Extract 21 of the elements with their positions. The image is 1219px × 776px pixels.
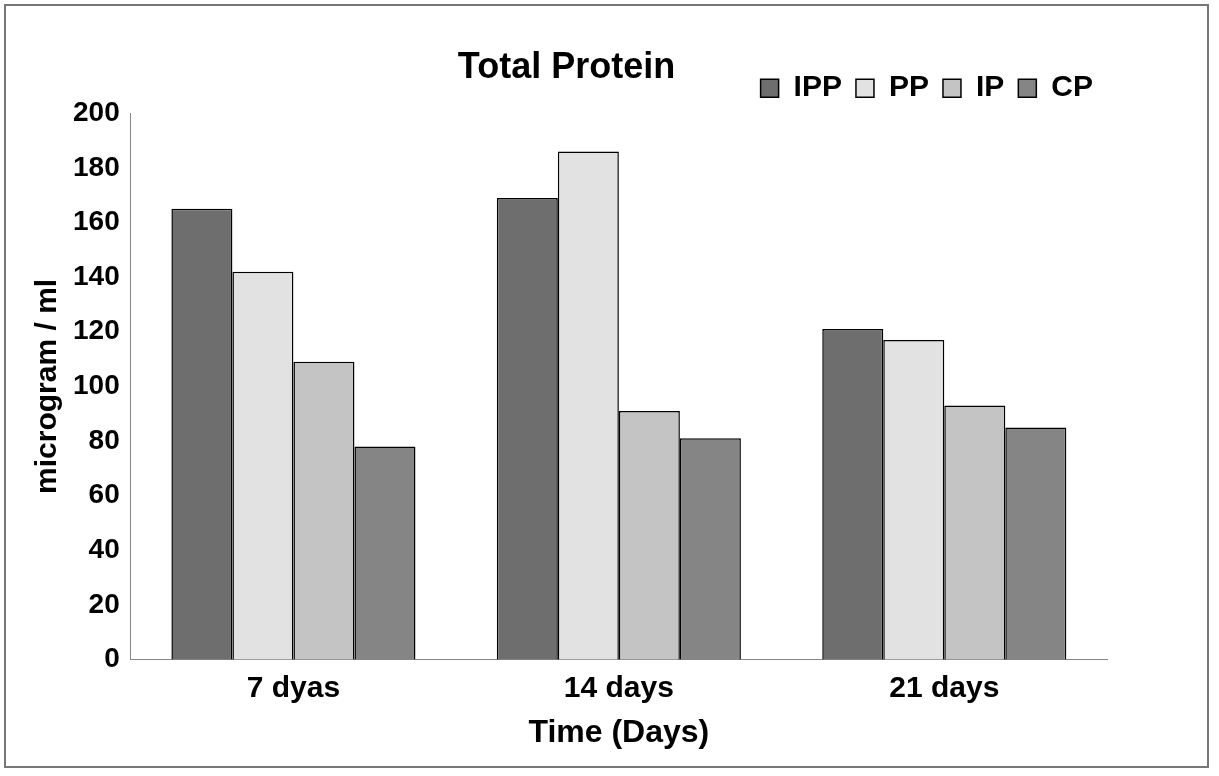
chart-title: Total Protein xyxy=(457,44,676,86)
y-tick-label: 200 xyxy=(73,95,120,127)
y-axis-title: microgram / ml xyxy=(29,278,63,494)
x-tick-label: 21 days xyxy=(889,669,1000,703)
legend-label: IPP xyxy=(793,69,842,103)
legend-label: IP xyxy=(975,69,1005,103)
y-tick-label: 160 xyxy=(73,205,120,237)
legend-label: PP xyxy=(888,69,929,103)
y-tick-label: 80 xyxy=(88,423,120,455)
y-tick-label: 20 xyxy=(88,587,120,619)
x-tick-label: 7 dyas xyxy=(246,669,341,703)
y-tick-label: 140 xyxy=(73,259,120,291)
x-axis-title: Time (Days) xyxy=(528,712,710,749)
y-tick-label: 100 xyxy=(73,369,120,401)
y-tick-label: 60 xyxy=(88,478,120,510)
x-tick-label: 14 days xyxy=(563,669,674,703)
y-tick-label: 40 xyxy=(88,533,120,565)
y-tick-label: 0 xyxy=(104,642,120,674)
y-tick-label: 180 xyxy=(73,150,120,182)
y-tick-label: 120 xyxy=(73,314,120,346)
legend-label: CP xyxy=(1051,69,1094,103)
